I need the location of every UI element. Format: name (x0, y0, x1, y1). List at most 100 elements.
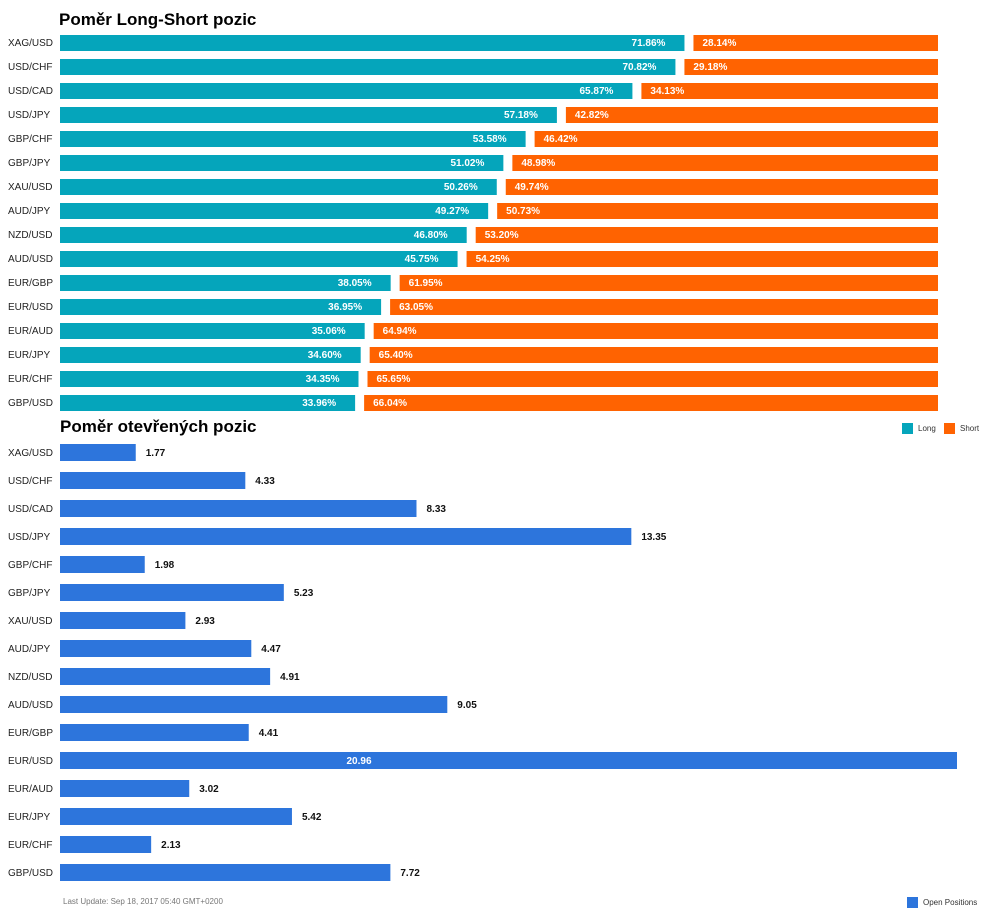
legend-open-positions: Open Positions (907, 897, 977, 908)
open-value-usd-chf: 4.33 (255, 476, 275, 487)
open-category-label-gbp-jpy: GBP/JPY (8, 588, 51, 599)
chart1-title: Poměr Long-Short pozic (59, 10, 256, 29)
short-bar-aud-jpy (497, 203, 938, 219)
open-bar-eur-jpy (60, 808, 292, 825)
long-value-eur-usd: 36.95% (328, 302, 362, 313)
open-value-eur-jpy: 5.42 (302, 812, 322, 823)
open-category-label-eur-aud: EUR/AUD (8, 784, 53, 795)
open-bar-usd-cad (60, 500, 417, 517)
long-bar-xau-usd (60, 179, 497, 195)
open-value-eur-aud: 3.02 (199, 784, 219, 795)
long-value-eur-chf: 34.35% (306, 374, 340, 385)
open-category-label-xag-usd: XAG/USD (8, 448, 53, 459)
long-value-usd-chf: 70.82% (623, 62, 657, 73)
open-value-xau-usd: 2.93 (195, 616, 215, 627)
short-value-gbp-chf: 46.42% (544, 134, 578, 145)
long-bar-gbp-chf (60, 131, 526, 147)
open-category-label-aud-jpy: AUD/JPY (8, 644, 51, 655)
long-value-gbp-usd: 33.96% (302, 398, 336, 409)
open-bar-gbp-chf (60, 556, 145, 573)
long-bar-usd-jpy (60, 107, 557, 123)
short-bar-eur-gbp (399, 275, 938, 291)
category-label-eur-jpy: EUR/JPY (8, 350, 51, 361)
open-value-usd-jpy: 13.35 (641, 532, 666, 543)
short-bar-xau-usd (505, 179, 938, 195)
long-bar-gbp-jpy (60, 155, 504, 171)
open-category-label-eur-gbp: EUR/GBP (8, 728, 53, 739)
last-update-note: Last Update: Sep 18, 2017 05:40 GMT+0200 (63, 897, 223, 906)
open-bar-eur-usd (60, 752, 957, 769)
short-value-aud-usd: 54.25% (476, 254, 510, 265)
open-category-label-aud-usd: AUD/USD (8, 700, 53, 711)
open-bar-nzd-usd (60, 668, 271, 685)
open-bar-xau-usd (60, 612, 186, 629)
open-value-eur-usd: 20.96 (346, 756, 371, 767)
open-value-usd-cad: 8.33 (426, 504, 446, 515)
category-label-eur-gbp: EUR/GBP (8, 278, 53, 289)
long-bar-eur-gbp (60, 275, 391, 291)
open-bar-eur-gbp (60, 724, 249, 741)
open-value-aud-jpy: 4.47 (261, 644, 281, 655)
open-value-aud-usd: 9.05 (457, 700, 477, 711)
long-value-aud-jpy: 49.27% (435, 206, 469, 217)
short-bar-aud-usd (466, 251, 938, 267)
short-value-usd-cad: 34.13% (650, 86, 684, 97)
long-bar-aud-usd (60, 251, 458, 267)
open-category-label-usd-cad: USD/CAD (8, 504, 53, 515)
short-value-eur-chf: 65.65% (377, 374, 411, 385)
short-value-gbp-usd: 66.04% (373, 398, 407, 409)
open-value-eur-chf: 2.13 (161, 840, 181, 851)
legend-short-swatch (944, 423, 955, 434)
open-category-label-nzd-usd: NZD/USD (8, 672, 52, 683)
category-label-usd-cad: USD/CAD (8, 86, 53, 97)
short-value-eur-jpy: 65.40% (379, 350, 413, 361)
category-label-aud-usd: AUD/USD (8, 254, 53, 265)
short-bar-eur-jpy (369, 347, 938, 363)
long-value-usd-jpy: 57.18% (504, 110, 538, 121)
category-label-gbp-chf: GBP/CHF (8, 134, 52, 145)
short-bar-eur-usd (390, 299, 939, 315)
open-bar-usd-jpy (60, 528, 632, 545)
long-bar-eur-usd (60, 299, 382, 315)
open-value-gbp-chf: 1.98 (155, 560, 175, 571)
legend-long-label: Long (918, 424, 936, 433)
open-category-label-eur-chf: EUR/CHF (8, 840, 52, 851)
open-category-label-eur-usd: EUR/USD (8, 756, 53, 767)
open-category-label-xau-usd: XAU/USD (8, 616, 52, 627)
category-label-gbp-jpy: GBP/JPY (8, 158, 51, 169)
open-value-nzd-usd: 4.91 (280, 672, 300, 683)
long-value-aud-usd: 45.75% (405, 254, 439, 265)
category-label-xag-usd: XAG/USD (8, 38, 53, 49)
legend-short-label: Short (960, 424, 980, 433)
long-bar-eur-chf (60, 371, 359, 387)
short-value-eur-aud: 64.94% (383, 326, 417, 337)
short-bar-gbp-chf (534, 131, 938, 147)
short-bar-gbp-usd (364, 395, 938, 411)
long-bar-usd-chf (60, 59, 676, 75)
open-bar-eur-chf (60, 836, 152, 853)
category-label-eur-usd: EUR/USD (8, 302, 53, 313)
category-label-xau-usd: XAU/USD (8, 182, 52, 193)
short-bar-eur-aud (373, 323, 938, 339)
short-bar-usd-cad (641, 83, 938, 99)
short-bar-usd-chf (684, 59, 938, 75)
short-value-eur-usd: 63.05% (399, 302, 433, 313)
short-bar-usd-jpy (565, 107, 938, 123)
open-category-label-gbp-usd: GBP/USD (8, 868, 53, 879)
short-value-nzd-usd: 53.20% (485, 230, 519, 241)
short-bar-nzd-usd (475, 227, 938, 243)
short-bar-eur-chf (367, 371, 939, 387)
legend-long-swatch (902, 423, 913, 434)
short-value-xau-usd: 49.74% (515, 182, 549, 193)
long-value-eur-gbp: 38.05% (338, 278, 372, 289)
category-label-eur-aud: EUR/AUD (8, 326, 53, 337)
open-category-label-usd-chf: USD/CHF (8, 476, 52, 487)
short-value-usd-jpy: 42.82% (575, 110, 609, 121)
open-bar-aud-usd (60, 696, 448, 713)
legend-open-label: Open Positions (923, 898, 977, 907)
long-bar-eur-aud (60, 323, 365, 339)
long-value-xag-usd: 71.86% (632, 38, 666, 49)
long-bar-eur-jpy (60, 347, 361, 363)
open-bar-gbp-jpy (60, 584, 284, 601)
